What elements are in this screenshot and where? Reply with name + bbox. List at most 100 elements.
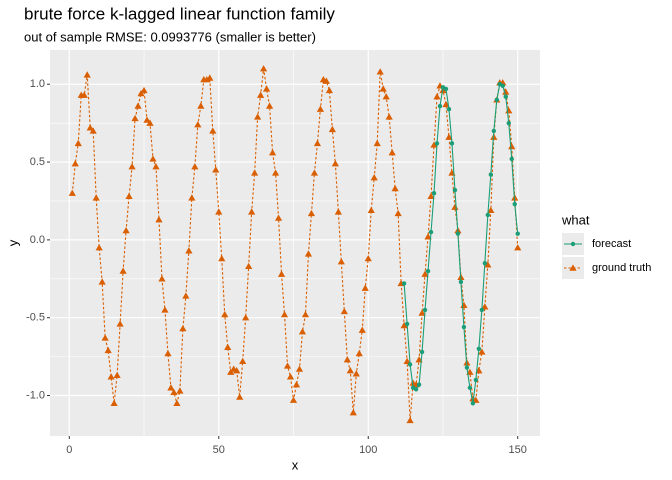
point xyxy=(428,229,434,235)
point xyxy=(325,86,333,94)
point xyxy=(343,356,351,363)
point xyxy=(358,326,366,333)
point xyxy=(446,106,452,112)
point xyxy=(116,320,124,327)
point xyxy=(233,367,241,374)
point xyxy=(416,382,422,387)
point xyxy=(425,268,431,274)
point xyxy=(458,279,464,285)
point xyxy=(221,310,229,318)
point xyxy=(481,303,489,310)
point xyxy=(470,401,476,406)
point xyxy=(355,349,363,357)
point xyxy=(164,349,172,357)
point xyxy=(485,212,491,218)
y-tick-label: 0.0 xyxy=(30,234,45,246)
point xyxy=(361,284,369,291)
y-axis-title: y xyxy=(5,239,20,246)
point xyxy=(418,309,426,316)
legend-marker xyxy=(570,241,576,247)
point xyxy=(206,74,214,81)
point xyxy=(433,93,441,100)
point xyxy=(376,68,384,75)
point xyxy=(254,113,262,120)
point xyxy=(245,262,253,270)
point xyxy=(421,270,429,277)
y-tick-label: -0.5 xyxy=(26,312,45,324)
point xyxy=(257,91,265,98)
point xyxy=(346,367,354,374)
legend-title: what xyxy=(561,212,590,227)
point xyxy=(134,102,142,109)
point xyxy=(86,124,94,131)
point xyxy=(394,209,402,217)
point xyxy=(125,192,133,200)
point xyxy=(218,254,226,262)
point xyxy=(265,102,274,109)
point xyxy=(283,362,292,369)
point xyxy=(128,163,136,170)
point xyxy=(316,105,325,112)
point xyxy=(379,85,387,92)
point xyxy=(331,160,339,167)
point xyxy=(370,174,378,181)
point xyxy=(424,233,432,240)
point xyxy=(146,119,154,126)
point xyxy=(191,163,199,170)
point xyxy=(167,384,175,391)
point xyxy=(286,373,295,380)
point xyxy=(382,93,390,100)
point xyxy=(515,231,520,236)
point xyxy=(209,127,217,134)
point xyxy=(494,97,499,103)
point xyxy=(464,365,470,370)
point xyxy=(295,365,304,372)
point xyxy=(491,128,497,134)
point xyxy=(430,141,438,148)
point xyxy=(131,114,139,122)
point xyxy=(224,343,232,350)
y-tick-label: 0.5 xyxy=(30,156,45,168)
y-tick-label: 1.0 xyxy=(30,78,45,90)
point xyxy=(289,396,298,403)
point xyxy=(173,399,181,407)
point xyxy=(80,91,88,98)
point xyxy=(71,160,79,167)
point xyxy=(373,139,381,147)
point xyxy=(502,88,510,95)
x-axis-title: x xyxy=(292,457,299,472)
legend-label: ground truth xyxy=(592,262,651,274)
point xyxy=(83,71,91,78)
point xyxy=(401,281,407,286)
point xyxy=(310,169,319,176)
point xyxy=(119,267,127,274)
point xyxy=(364,254,372,262)
point xyxy=(443,86,449,92)
point xyxy=(113,371,121,378)
point xyxy=(301,310,310,318)
point xyxy=(487,206,495,214)
point xyxy=(262,85,271,92)
point xyxy=(473,377,479,383)
point xyxy=(101,334,109,341)
point xyxy=(322,77,330,84)
point xyxy=(107,373,115,380)
point xyxy=(260,65,268,72)
point xyxy=(419,349,425,355)
point xyxy=(500,83,505,88)
point xyxy=(268,149,277,156)
legend-label: forecast xyxy=(592,238,631,250)
point xyxy=(449,141,455,146)
legend-marker xyxy=(569,264,577,271)
x-tick-label: 150 xyxy=(509,444,527,456)
point xyxy=(155,216,163,223)
point xyxy=(122,226,130,234)
point xyxy=(403,357,411,364)
point xyxy=(334,208,342,215)
point xyxy=(298,328,307,335)
point xyxy=(488,172,494,177)
point xyxy=(188,194,196,201)
point xyxy=(476,346,482,352)
point xyxy=(514,244,522,251)
